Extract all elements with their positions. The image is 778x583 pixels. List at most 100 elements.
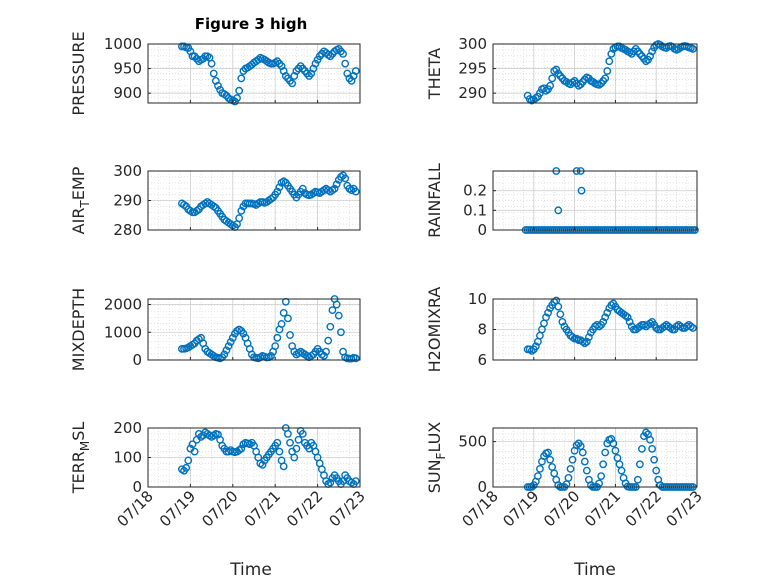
data-point <box>633 475 642 484</box>
data-point <box>577 186 586 195</box>
data-point <box>279 308 288 317</box>
data-point <box>566 464 575 473</box>
data-point <box>554 206 563 215</box>
data-point <box>275 183 284 192</box>
data-point <box>542 313 550 322</box>
y-axis-label-text: LUX <box>425 422 444 453</box>
figure-title: Figure 3 high <box>195 15 308 33</box>
data-point <box>603 308 612 317</box>
data-point <box>237 74 246 83</box>
data-point <box>595 322 603 331</box>
data-point <box>607 301 616 309</box>
data-point <box>233 94 241 102</box>
data-point <box>554 302 563 311</box>
data-point <box>286 438 294 447</box>
data-point <box>593 321 601 329</box>
data-point <box>237 444 246 453</box>
data-point <box>184 456 193 465</box>
axes-box <box>147 298 361 361</box>
subplot-theta: 290 295 300 THETA <box>425 35 698 105</box>
subplot-mixdepth: 0 1000 2000 MIXDEPTH <box>69 288 361 371</box>
data-point <box>580 339 589 348</box>
data-point <box>182 463 191 472</box>
data-point <box>686 322 695 331</box>
y-axis-label-sun-flux: SUNFLUX <box>425 422 448 494</box>
subplot-pressure: 900 950 1000 PRESSURE <box>69 31 361 116</box>
data-point <box>214 81 222 90</box>
data-point <box>558 317 567 326</box>
data-point <box>603 67 612 75</box>
data-point <box>580 457 589 466</box>
subplot-h2omixra: 6 8 10 H2OMIXRA <box>425 287 698 372</box>
axes-box <box>492 43 698 104</box>
data-point <box>334 311 343 320</box>
y-axis-label-subscript: T <box>78 200 92 209</box>
data-point <box>599 317 608 326</box>
data-point <box>601 313 610 322</box>
data-point <box>286 331 294 339</box>
y-tick-label: 200 <box>113 419 142 437</box>
data-point <box>330 184 339 193</box>
data-point <box>311 59 320 68</box>
data-point <box>568 455 577 464</box>
data-point <box>646 319 654 328</box>
data-point <box>239 329 248 338</box>
subplot-rainfall: 0 0.10.2 RAINFALL <box>425 163 699 239</box>
y-tick-label: 900 <box>113 84 142 102</box>
y-tick-label: 0 <box>477 478 487 496</box>
data-point <box>648 47 657 56</box>
data-point <box>292 444 301 453</box>
data-point <box>290 453 299 462</box>
subplot-air-temp: 280 290 300 AIRTEMP <box>69 162 361 239</box>
data-point <box>273 438 282 447</box>
y-tick-label: 8 <box>477 321 487 339</box>
data-point <box>607 434 616 443</box>
data-point <box>351 354 360 363</box>
data-point <box>552 65 561 74</box>
y-axis-label-text: SUN <box>425 459 444 493</box>
data-point <box>650 455 659 464</box>
data-point <box>351 477 360 485</box>
y-tick-label: 950 <box>113 60 142 78</box>
axes-box <box>147 43 361 104</box>
data-point <box>235 214 244 223</box>
data-point <box>284 429 292 438</box>
data-point <box>271 342 280 351</box>
y-axis-label-subscript: M <box>78 441 92 451</box>
y-axis-label-text: RAINFALL <box>425 163 444 238</box>
data-point <box>207 59 216 68</box>
data-point <box>332 300 341 309</box>
data-point <box>638 444 646 453</box>
data-point <box>351 187 360 196</box>
data-point <box>572 334 581 343</box>
data-point <box>568 333 577 342</box>
data-point <box>226 338 235 346</box>
data-point <box>190 447 199 456</box>
data-point <box>531 342 540 351</box>
data-point <box>322 347 330 356</box>
data-point <box>324 336 333 345</box>
data-point <box>642 428 650 437</box>
data-point <box>279 462 288 471</box>
axes-box <box>492 427 698 488</box>
y-axis-label-mixdepth: MIXDEPTH <box>69 288 88 371</box>
data-point <box>582 337 591 346</box>
y-tick-label: 500 <box>458 433 487 451</box>
data-point <box>294 435 303 444</box>
axes-box <box>492 170 698 231</box>
data-point <box>582 466 591 475</box>
data-point <box>556 310 565 319</box>
y-tick-label: 1000 <box>104 323 142 341</box>
data-point <box>623 313 632 322</box>
data-point <box>332 180 341 189</box>
y-axis-label-pressure: PRESSURE <box>69 31 88 115</box>
data-point <box>525 345 534 354</box>
data-point <box>341 174 350 183</box>
data-point <box>546 455 555 464</box>
y-tick-label: 290 <box>458 84 487 102</box>
data-point <box>222 346 231 355</box>
data-point <box>339 49 347 58</box>
data-point <box>320 351 328 360</box>
data-point <box>288 79 297 88</box>
data-point <box>275 447 284 456</box>
